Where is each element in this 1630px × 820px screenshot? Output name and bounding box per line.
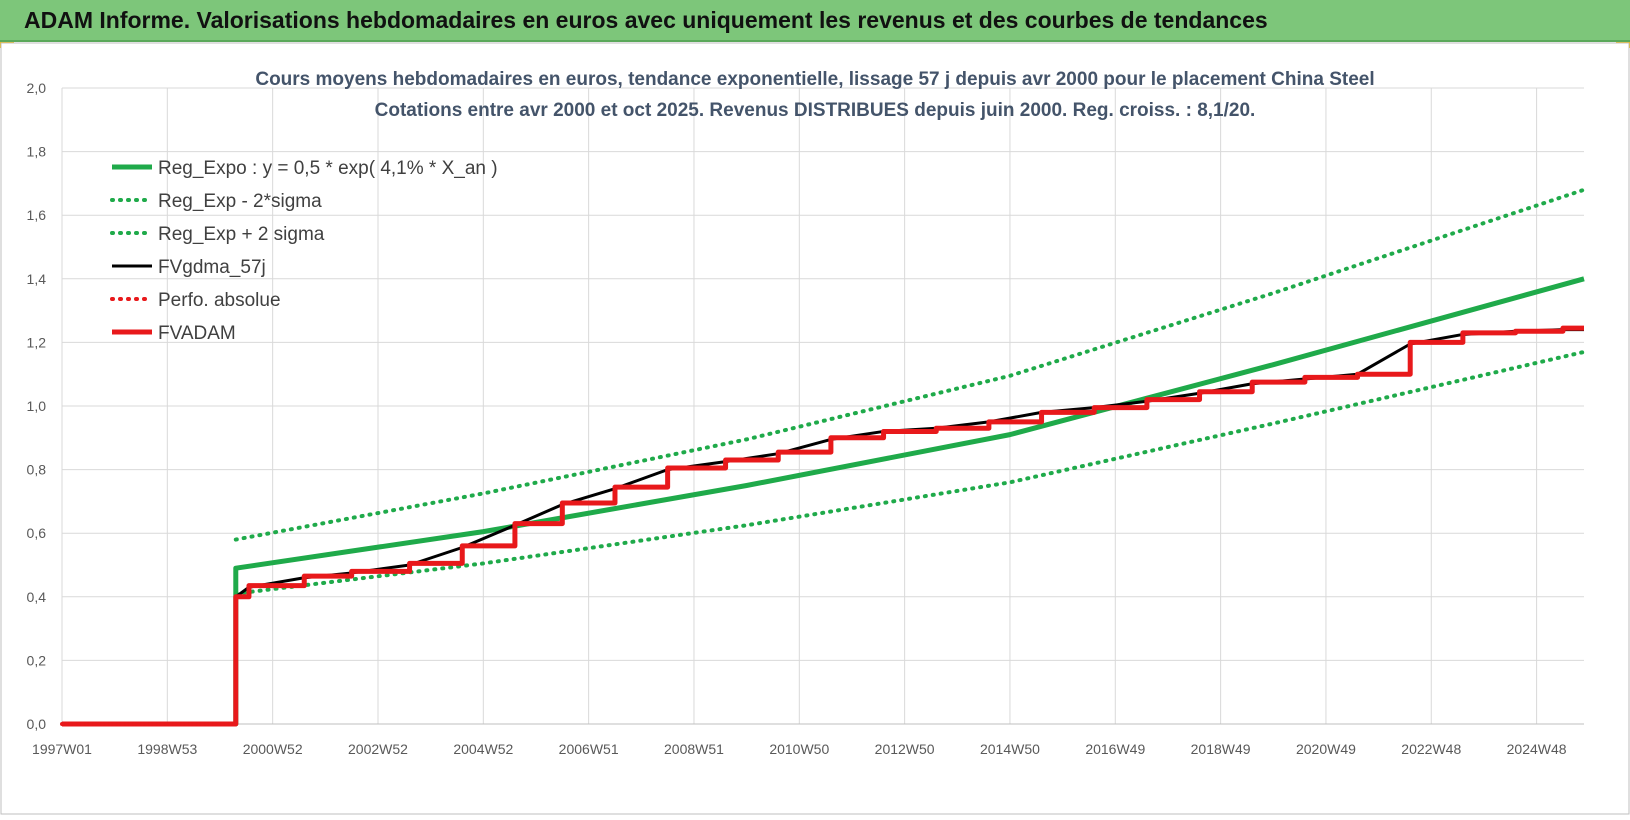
x-tick-label: 2010W50 bbox=[769, 741, 829, 757]
x-tick-label: 2012W50 bbox=[875, 741, 935, 757]
y-tick-label: 1,4 bbox=[27, 271, 47, 287]
x-axis-ticks: 1997W01 1998W53 2000W52 2002W52 2004W52 2006W… bbox=[32, 741, 1567, 757]
gridlines bbox=[61, 87, 1584, 725]
y-tick-label: 0,2 bbox=[27, 652, 47, 668]
x-tick-label: 2002W52 bbox=[348, 741, 408, 757]
series-line-2 bbox=[233, 187, 1586, 542]
legend-label: Reg_Exp + 2 sigma bbox=[158, 224, 325, 245]
chart-legend: Reg_Expo : y = 0,5 * exp( 4,1% * X_an ) R… bbox=[110, 158, 498, 344]
x-tick-label: 2008W51 bbox=[664, 741, 724, 757]
series-line-1 bbox=[233, 349, 1586, 596]
y-tick-label: 2,0 bbox=[27, 80, 47, 96]
y-axis-ticks: 0,0 0,2 0,4 0,6 0,8 1,0 1,2 1,4 1,6 1,8 2,0 bbox=[27, 80, 47, 732]
x-tick-label: 2000W52 bbox=[243, 741, 303, 757]
series-line-5 bbox=[62, 325, 1584, 727]
legend-label: Perfo. absolue bbox=[158, 290, 281, 311]
chart-title: Cours moyens hebdomadaires en euros, ten… bbox=[255, 69, 1374, 90]
x-tick-label: 2004W52 bbox=[453, 741, 513, 757]
y-tick-label: 0,0 bbox=[27, 716, 47, 732]
x-tick-label: 2020W49 bbox=[1296, 741, 1356, 757]
header-banner: ADAM Informe. Valorisations hebdomadaire… bbox=[0, 0, 1630, 42]
line-chart: 0,0 0,2 0,4 0,6 0,8 1,0 1,2 1,4 1,6 1,8 2,0 1997W0… bbox=[0, 42, 1630, 815]
x-tick-label: 2006W51 bbox=[559, 741, 619, 757]
series-lines bbox=[60, 187, 1586, 727]
x-tick-label: 1998W53 bbox=[137, 741, 197, 757]
x-tick-label: 2014W50 bbox=[980, 741, 1040, 757]
y-tick-label: 0,8 bbox=[27, 462, 47, 478]
y-tick-label: 0,6 bbox=[27, 525, 47, 541]
y-tick-label: 1,2 bbox=[27, 334, 47, 350]
y-tick-label: 0,4 bbox=[27, 589, 47, 605]
x-tick-label: 2016W49 bbox=[1085, 741, 1145, 757]
x-tick-label: 2018W49 bbox=[1191, 741, 1251, 757]
page-title: ADAM Informe. Valorisations hebdomadaire… bbox=[24, 7, 1268, 33]
chart-area: 0,0 0,2 0,4 0,6 0,8 1,0 1,2 1,4 1,6 1,8 2,0 1997W0… bbox=[0, 42, 1630, 815]
x-tick-label: 2022W48 bbox=[1401, 741, 1461, 757]
legend-label: Reg_Expo : y = 0,5 * exp( 4,1% * X_an ) bbox=[158, 158, 498, 179]
legend-label: FVADAM bbox=[158, 323, 236, 344]
y-tick-label: 1,0 bbox=[27, 398, 47, 414]
y-tick-label: 1,6 bbox=[27, 207, 47, 223]
legend-label: Reg_Exp - 2*sigma bbox=[158, 191, 322, 212]
chart-subtitle: Cotations entre avr 2000 et oct 2025. Re… bbox=[375, 100, 1256, 121]
x-tick-label: 1997W01 bbox=[32, 741, 92, 757]
y-tick-label: 1,8 bbox=[27, 144, 47, 160]
legend-label: FVgdma_57j bbox=[158, 257, 266, 278]
x-tick-label: 2024W48 bbox=[1507, 741, 1567, 757]
